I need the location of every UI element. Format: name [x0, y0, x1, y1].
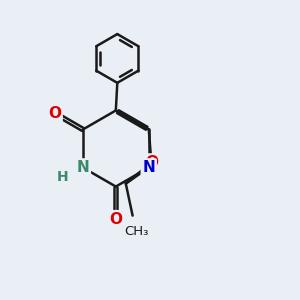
Text: CH₃: CH₃: [124, 225, 148, 238]
Text: O: O: [48, 106, 61, 121]
Text: O: O: [145, 155, 158, 170]
Text: N: N: [76, 160, 89, 175]
Text: H: H: [57, 170, 68, 184]
Text: N: N: [142, 160, 155, 175]
Text: O: O: [109, 212, 122, 227]
